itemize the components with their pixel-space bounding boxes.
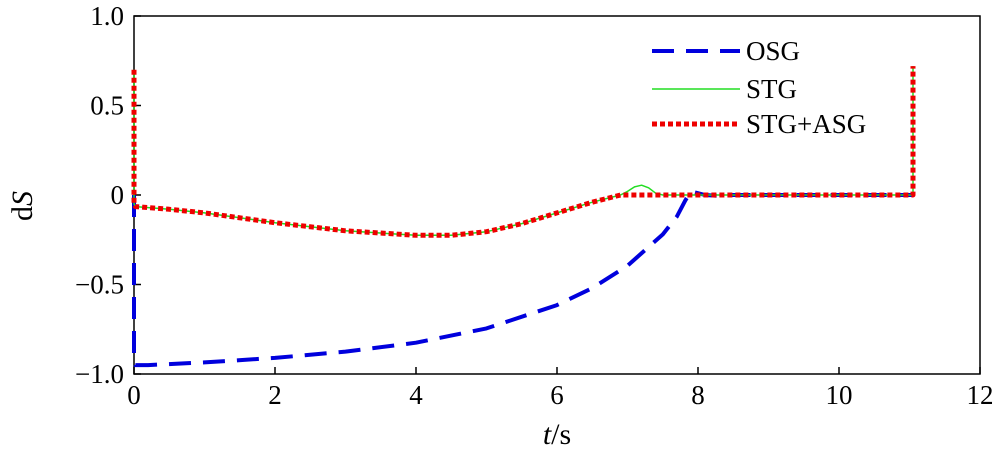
x-tick-label: 8	[691, 380, 705, 410]
x-axis-variable: t	[543, 418, 552, 451]
legend: OSG STG STG+ASG	[652, 36, 866, 139]
legend-label: STG	[746, 74, 797, 104]
y-tick-label: 1.0	[90, 1, 124, 31]
x-tick-label: 4	[409, 380, 423, 410]
series-layer	[131, 66, 916, 368]
legend-label: STG+ASG	[746, 109, 866, 139]
y-tick-label: −1.0	[75, 359, 124, 389]
series-line-osg	[132, 189, 913, 368]
y-tick-label: 0	[111, 180, 125, 210]
y-axis-prefix: d	[6, 206, 39, 221]
y-axis-label: dS	[6, 191, 39, 221]
x-tick-label: 2	[268, 380, 282, 410]
legend-label: OSG	[746, 36, 800, 66]
x-tick-label: 0	[127, 380, 141, 410]
y-tick-label: 0.5	[90, 91, 124, 121]
y-tick-label: −0.5	[75, 270, 124, 300]
x-tick-label: 12	[967, 380, 994, 410]
y-axis-ticks: −1.0 −0.5 0 0.5 1.0	[75, 1, 141, 389]
x-axis-ticks: 0 2 4 6 8 10 12	[127, 367, 994, 410]
series-line-stg-asg	[131, 66, 916, 238]
x-axis-label: t/s	[543, 418, 571, 451]
x-axis-unit: /s	[551, 418, 571, 451]
y-axis-variable: S	[6, 191, 39, 206]
x-tick-label: 10	[826, 380, 853, 410]
x-tick-label: 6	[550, 380, 564, 410]
